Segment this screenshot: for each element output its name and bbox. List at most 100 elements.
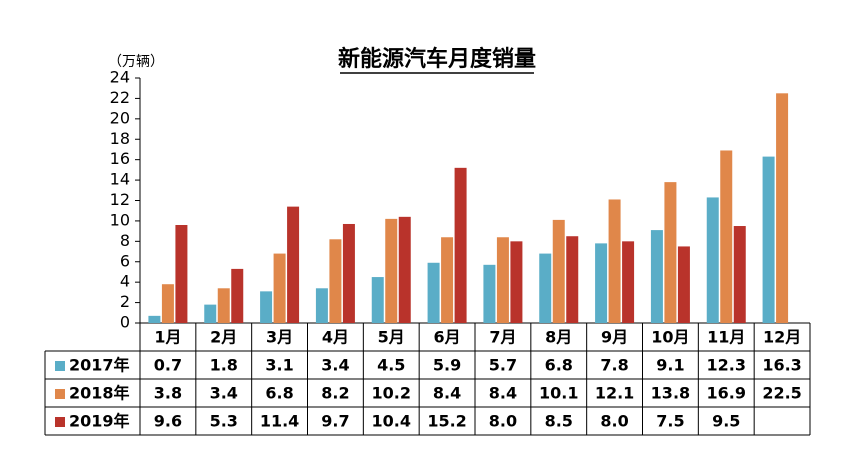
y-tick-label: 14 bbox=[110, 170, 130, 189]
table-value: 10.1 bbox=[539, 384, 578, 403]
bar bbox=[398, 216, 411, 323]
table-value: 7.8 bbox=[600, 356, 628, 375]
table-value: 8.0 bbox=[600, 412, 628, 431]
y-tick-label: 24 bbox=[110, 68, 130, 87]
bar bbox=[677, 246, 690, 323]
table-value: 13.8 bbox=[651, 384, 690, 403]
bar bbox=[161, 284, 174, 323]
bar bbox=[496, 237, 509, 323]
table-value: 3.8 bbox=[154, 384, 182, 403]
y-tick-label: 6 bbox=[120, 251, 130, 270]
table-value: 12.1 bbox=[595, 384, 634, 403]
table-value: 5.3 bbox=[210, 412, 238, 431]
y-tick-label: 18 bbox=[110, 129, 130, 148]
table-value: 8.5 bbox=[545, 412, 573, 431]
bar bbox=[231, 268, 244, 323]
x-tick-label: 6月 bbox=[434, 328, 461, 347]
bar bbox=[441, 237, 454, 323]
table-value: 3.1 bbox=[265, 356, 293, 375]
table-value: 9.7 bbox=[321, 412, 349, 431]
x-tick-label: 8月 bbox=[545, 328, 572, 347]
x-tick-label: 11月 bbox=[707, 328, 745, 347]
bar bbox=[260, 291, 273, 323]
bar bbox=[175, 225, 188, 323]
y-unit: （万辆） bbox=[108, 54, 164, 70]
table-value: 16.9 bbox=[707, 384, 746, 403]
bar bbox=[664, 182, 677, 323]
bar bbox=[622, 241, 635, 323]
bar bbox=[483, 264, 496, 323]
table-value: 6.8 bbox=[265, 384, 293, 403]
bar bbox=[595, 243, 608, 323]
y-tick-label: 0 bbox=[120, 313, 130, 332]
legend-label: 2017年 bbox=[69, 356, 130, 375]
chart-title: 新能源汽车月度销量 bbox=[338, 46, 536, 72]
bar bbox=[273, 253, 286, 323]
x-tick-label: 3月 bbox=[266, 328, 293, 347]
x-tick-label: 5月 bbox=[378, 328, 405, 347]
table-value: 7.5 bbox=[656, 412, 684, 431]
table-value: 8.4 bbox=[489, 384, 517, 403]
table-value: 11.4 bbox=[260, 412, 299, 431]
table-value: 3.4 bbox=[210, 384, 238, 403]
bar bbox=[720, 150, 733, 323]
table-value: 5.7 bbox=[489, 356, 517, 375]
table-value: 9.5 bbox=[712, 412, 740, 431]
y-tick-label: 12 bbox=[110, 190, 130, 209]
x-tick-label: 4月 bbox=[322, 328, 349, 347]
x-tick-label: 1月 bbox=[154, 328, 181, 347]
x-tick-label: 12月 bbox=[763, 328, 801, 347]
bar bbox=[329, 239, 342, 323]
legend-label: 2019年 bbox=[69, 412, 130, 431]
table-value: 12.3 bbox=[707, 356, 746, 375]
legend-label: 2018年 bbox=[69, 384, 130, 403]
y-tick-label: 8 bbox=[120, 231, 130, 250]
table-value: 8.4 bbox=[433, 384, 461, 403]
bar bbox=[385, 218, 398, 323]
bar bbox=[510, 241, 523, 323]
bar bbox=[776, 93, 789, 323]
bar bbox=[706, 197, 719, 323]
table-value: 9.1 bbox=[656, 356, 684, 375]
bar bbox=[552, 219, 565, 323]
y-tick-label: 22 bbox=[110, 88, 130, 107]
bar bbox=[342, 223, 355, 323]
x-tick-label: 7月 bbox=[489, 328, 516, 347]
x-tick-label: 10月 bbox=[651, 328, 689, 347]
table-value: 0.7 bbox=[154, 356, 182, 375]
bar bbox=[287, 206, 300, 323]
table-value: 1.8 bbox=[210, 356, 238, 375]
x-tick-label: 9月 bbox=[601, 328, 628, 347]
table-value: 3.4 bbox=[321, 356, 349, 375]
table-value: 9.6 bbox=[154, 412, 182, 431]
bar bbox=[217, 288, 230, 323]
table-value: 4.5 bbox=[377, 356, 405, 375]
bar bbox=[427, 262, 440, 323]
table-value: 8.2 bbox=[321, 384, 349, 403]
bar bbox=[148, 315, 161, 323]
legend-swatch bbox=[55, 389, 65, 399]
x-tick-label: 2月 bbox=[210, 328, 237, 347]
table-value: 6.8 bbox=[545, 356, 573, 375]
table-value: 8.0 bbox=[489, 412, 517, 431]
table-value: 22.5 bbox=[762, 384, 801, 403]
legend-swatch bbox=[55, 361, 65, 371]
bar bbox=[733, 226, 746, 323]
bar bbox=[608, 199, 621, 323]
y-tick-label: 16 bbox=[110, 149, 130, 168]
bar bbox=[204, 304, 217, 323]
table-value: 16.3 bbox=[762, 356, 801, 375]
y-tick-label: 4 bbox=[120, 272, 130, 291]
bar bbox=[371, 277, 384, 323]
legend-swatch bbox=[55, 417, 65, 427]
y-tick-label: 10 bbox=[110, 210, 130, 229]
bar bbox=[566, 236, 579, 323]
y-tick-label: 20 bbox=[110, 108, 130, 127]
bar bbox=[454, 167, 467, 323]
y-tick-label: 2 bbox=[120, 292, 130, 311]
table-value: 15.2 bbox=[427, 412, 466, 431]
bar bbox=[539, 253, 552, 323]
bar bbox=[762, 156, 775, 323]
